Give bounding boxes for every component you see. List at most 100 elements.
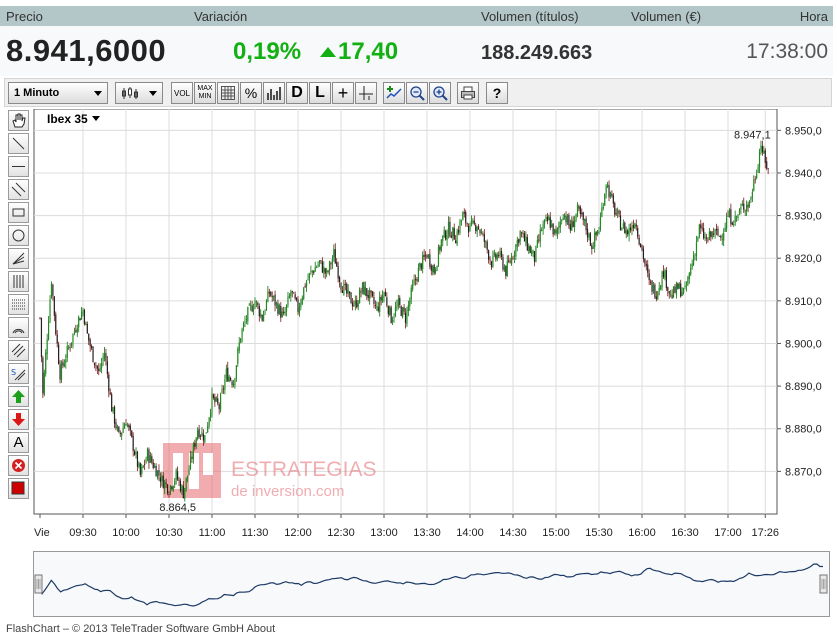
- candle-body: [98, 368, 100, 372]
- maxmin-button[interactable]: MAX MIN: [194, 82, 216, 104]
- candle-body: [479, 229, 481, 234]
- candle-body: [331, 258, 333, 264]
- candle-body: [255, 301, 258, 303]
- price-chart[interactable]: 8.950,0 8.940,0 8.930,0 8.920,0 8.910,0 8.900…: [33, 109, 833, 541]
- zoom-out-icon: [410, 86, 425, 101]
- candle-body: [78, 316, 80, 328]
- candle-body: [541, 229, 543, 231]
- parallel-lines-tool[interactable]: [8, 179, 29, 200]
- candle-body: [136, 451, 139, 467]
- candle-body: [92, 346, 94, 363]
- candle-body: [207, 425, 209, 433]
- help-button[interactable]: ?: [486, 82, 508, 104]
- candle-body: [333, 249, 335, 258]
- symbol-selector[interactable]: Ibex 35: [47, 112, 100, 126]
- hand-tool[interactable]: [8, 110, 29, 131]
- x-tick-label: 12:00: [284, 527, 312, 539]
- text-tool[interactable]: A: [8, 432, 29, 453]
- candle-body: [549, 217, 551, 228]
- candle-body: [664, 270, 666, 278]
- candle-body: [278, 305, 280, 314]
- candle-body: [360, 291, 362, 293]
- volume-eur-label: Volumen (€): [631, 9, 702, 24]
- candle-body: [758, 151, 761, 168]
- candle-body: [172, 486, 174, 490]
- arc-tool[interactable]: [8, 317, 29, 338]
- candle-body: [295, 297, 298, 300]
- x-tick-label: 17:26: [752, 527, 780, 539]
- overview-navigator[interactable]: [33, 551, 830, 617]
- fibonacci-tool[interactable]: [8, 271, 29, 292]
- candle-body: [373, 296, 375, 305]
- plot-area: [33, 109, 778, 515]
- candle-body: [693, 255, 695, 265]
- candle-body: [748, 201, 751, 207]
- candle-body: [621, 228, 623, 231]
- candle-body: [644, 258, 646, 264]
- candle-body: [178, 479, 180, 481]
- candle-body: [341, 290, 344, 294]
- delete-tool[interactable]: [8, 455, 29, 476]
- candle-body: [662, 271, 665, 278]
- candle-body: [493, 252, 495, 255]
- candle-body: [684, 285, 686, 288]
- overview-right-handle[interactable]: [819, 574, 828, 594]
- candle-body: [242, 323, 245, 328]
- log-button[interactable]: L: [309, 82, 331, 104]
- candle-body: [638, 237, 640, 245]
- candle-body: [128, 424, 130, 428]
- horizontal-line-tool[interactable]: [8, 156, 29, 177]
- add-indicator-button[interactable]: [383, 82, 405, 104]
- candle-body: [750, 197, 752, 200]
- ellipse-tool[interactable]: [8, 225, 29, 246]
- candle-body: [677, 283, 679, 290]
- zoom-in-button[interactable]: [429, 82, 451, 104]
- y-tick-label: 8.900,0: [785, 338, 822, 350]
- candle-body: [475, 225, 477, 231]
- candle-body: [710, 231, 712, 237]
- candle-body: [112, 407, 114, 412]
- interval-value: 1 Minuto: [14, 87, 60, 99]
- grid-button[interactable]: [217, 82, 239, 104]
- interval-select[interactable]: 1 Minuto: [8, 82, 108, 104]
- candle-body: [521, 232, 523, 234]
- crosshair-button[interactable]: +: [332, 82, 354, 104]
- sell-signal-tool[interactable]: [8, 409, 29, 430]
- candle-body: [284, 311, 286, 315]
- candle-body: [740, 206, 742, 210]
- daily-button[interactable]: D: [286, 82, 308, 104]
- candle-body: [195, 437, 197, 447]
- channel-tool[interactable]: [8, 340, 29, 361]
- overview-left-handle[interactable]: [34, 574, 43, 594]
- trendline-tool[interactable]: [8, 133, 29, 154]
- y-tick-label: 8.940,0: [785, 168, 822, 180]
- indicator-button[interactable]: [263, 82, 285, 104]
- candle-body: [201, 432, 203, 437]
- percent-button[interactable]: %: [240, 82, 262, 104]
- buy-signal-tool[interactable]: [8, 386, 29, 407]
- zoom-out-button[interactable]: [406, 82, 428, 104]
- candle-body: [347, 289, 349, 294]
- speed-lines-tool[interactable]: S: [8, 363, 29, 384]
- crosshair-alt-button[interactable]: [355, 82, 377, 104]
- retracement-tool[interactable]: [8, 294, 29, 315]
- candle-body: [552, 223, 554, 235]
- about-link[interactable]: About: [246, 623, 276, 635]
- candle-body: [499, 250, 501, 255]
- chart-type-select[interactable]: [115, 82, 163, 104]
- rectangle-tool[interactable]: [8, 202, 29, 223]
- candle-body: [184, 488, 186, 499]
- fan-tool[interactable]: [8, 248, 29, 269]
- candle-body: [235, 365, 237, 379]
- svg-text:S: S: [11, 368, 16, 377]
- volume-button[interactable]: VOL: [171, 82, 193, 104]
- parallel-lines-icon: [11, 182, 26, 197]
- candle-body: [525, 236, 527, 243]
- candle-body: [337, 266, 339, 279]
- candle-body: [300, 302, 302, 308]
- print-button[interactable]: [457, 82, 479, 104]
- color-picker[interactable]: [8, 478, 29, 499]
- candle-body: [191, 456, 193, 459]
- candle-body: [156, 470, 159, 478]
